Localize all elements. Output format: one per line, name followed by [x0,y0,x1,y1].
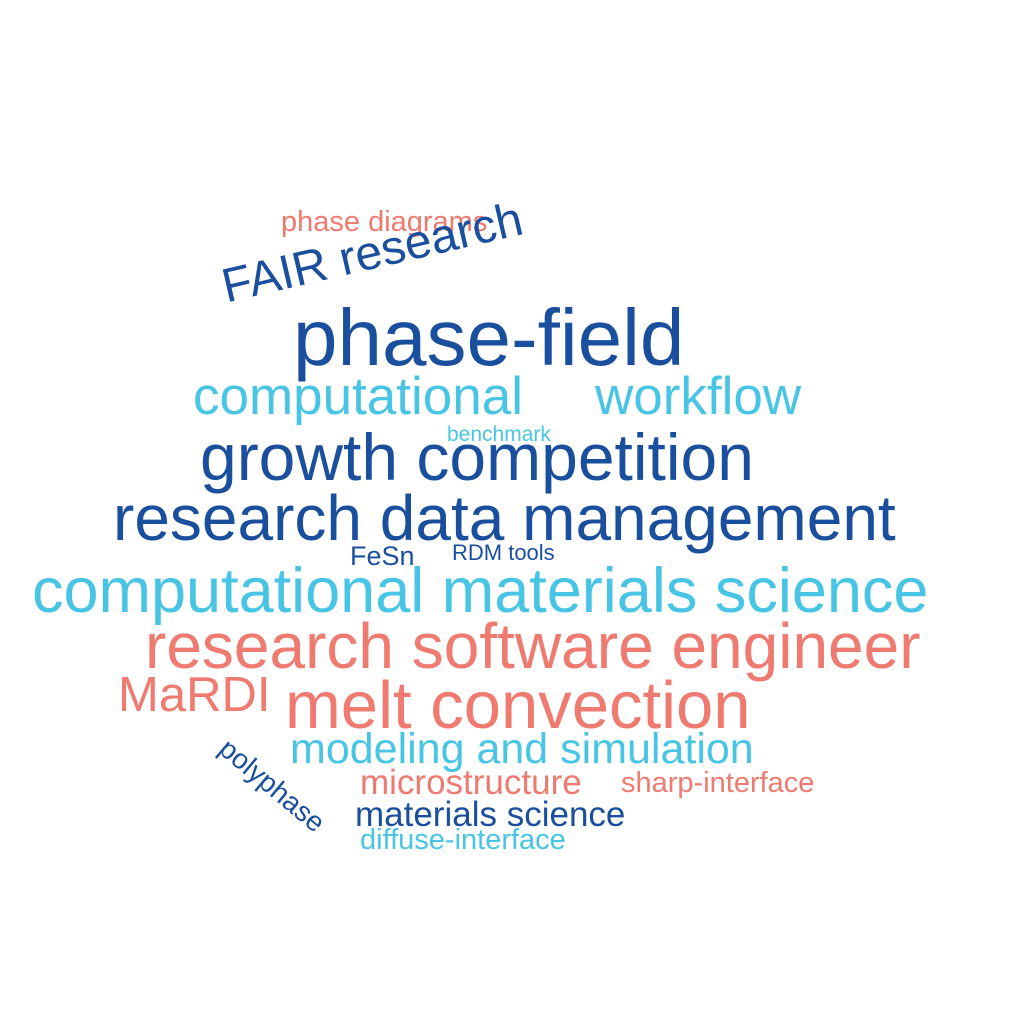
word-computational: computational [193,367,523,426]
word-research-data-management: research data management [113,482,896,554]
word-phase-field: phase-field [293,293,685,382]
word-workflow: workflow [595,367,802,426]
word-fesn: FeSn [350,541,415,571]
word-growth-competition: growth competition [200,420,754,494]
word-rdm-tools: RDM tools [452,540,555,565]
word-mardi: MaRDI [118,668,271,722]
word-melt-convection: melt convection [285,668,751,743]
word-sharp-interface: sharp-interface [621,767,815,799]
word-research-software-engineer: research software engineer [145,610,921,682]
word-benchmark: benchmark [447,423,551,446]
word-materials-science: materials science [355,795,626,834]
word-microstructure: microstructure [360,763,582,802]
word-computational-materials-science: computational materials science [32,556,929,626]
word-phase-diagrams: phase diagrams [281,206,488,238]
word-modeling-and-simulation: modeling and simulation [290,725,754,773]
word-diffuse-interface: diffuse-interface [360,824,566,856]
